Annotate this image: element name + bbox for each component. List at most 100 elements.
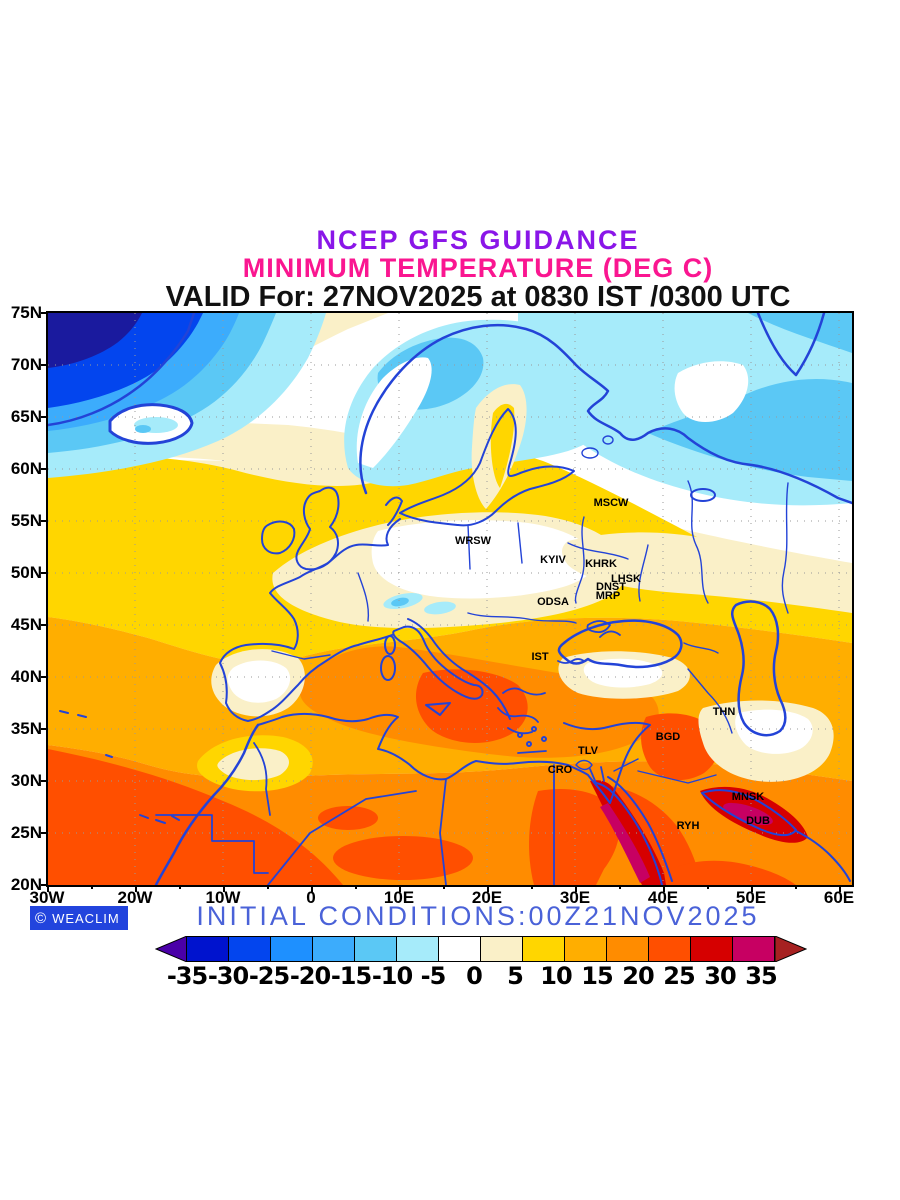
city-label-lhsk: LHSK (611, 573, 641, 585)
colorbar-tick--35: -35 (166, 962, 208, 990)
lon-tick-label-20e: 20E (471, 888, 503, 907)
colorbar-cell-13 (732, 936, 775, 962)
lat-tick-label-75n: 75N (10, 303, 42, 322)
colorbar-cell-5 (396, 936, 439, 962)
city-label-bgd: BGD (655, 731, 681, 743)
city-label-odsa: ODSA (537, 596, 569, 608)
lat-tick-mark (41, 520, 48, 522)
lon-tick-label-10w: 10W (205, 888, 241, 907)
lon-tick-label-60e: 60E (823, 888, 855, 907)
lon-tick-mark (179, 885, 181, 889)
colorbar-cell-2 (270, 936, 313, 962)
lat-tick-label-30n: 30N (10, 771, 42, 790)
lat-tick-mark (41, 832, 48, 834)
valid-time-title: VALID For: 27NOV2025 at 0830 IST /0300 U… (165, 281, 791, 313)
city-label-mrp: MRP (595, 590, 621, 602)
lon-tick-mark (443, 885, 445, 889)
lat-tick-mark (41, 728, 48, 730)
colorbar-tick-20: 20 (622, 962, 654, 990)
colorbar-cell-11 (648, 936, 691, 962)
lon-tick-label-0: 0 (306, 888, 316, 907)
colorbar-tick-30: 30 (704, 962, 736, 990)
weaclim-logo: © WEACLIM (30, 906, 128, 930)
colorbar-tick--25: -25 (248, 962, 290, 990)
model-title: NCEP GFS GUIDANCE (316, 225, 640, 255)
lon-tick-label-40e: 40E (647, 888, 679, 907)
city-label-khrk: KHRK (585, 558, 617, 570)
colorbar-tick-25: 25 (663, 962, 695, 990)
colorbar-cell-6 (438, 936, 481, 962)
lon-tick-mark (707, 885, 709, 889)
lon-tick-mark (223, 885, 225, 892)
lon-tick-label-50e: 50E (735, 888, 767, 907)
lat-tick-label-40n: 40N (10, 667, 42, 686)
copyright-icon: © (35, 909, 47, 927)
colorbar-cell-7 (480, 936, 523, 962)
city-label-dnst: DNST (596, 581, 626, 593)
colorbar-tick--20: -20 (289, 962, 331, 990)
colorbar-left-arrow (155, 936, 187, 962)
logo-text: WEACLIM (52, 910, 120, 926)
city-label-cro: CRO (547, 764, 573, 776)
lat-tick-mark (41, 364, 48, 366)
field-title: MINIMUM TEMPERATURE (DEG C) (242, 253, 714, 283)
lat-tick-mark (41, 676, 48, 678)
lon-tick-mark (135, 885, 137, 892)
temperature-map-svg (48, 313, 852, 885)
lon-tick-label-30w: 30W (29, 888, 65, 907)
colorbar-tick--10: -10 (371, 962, 413, 990)
lon-tick-mark (47, 885, 49, 892)
colorbar-cells (186, 936, 775, 962)
colorbar-tick-labels: -35 -30 -25 -20 -15 -10 -5 0 5 10 15 20 25 30 35 (155, 962, 815, 992)
lat-tick-label-70n: 70N (10, 355, 42, 374)
map-frame: MSCW WRSW KYIV KHRK LHSK DNST MRP ODSA IST THN BGD… (46, 311, 854, 887)
lon-tick-mark (751, 885, 753, 892)
colorbar-tick-5: 5 (507, 962, 524, 990)
lon-tick-label-10e: 10E (383, 888, 415, 907)
colorbar-tick-10: 10 (540, 962, 572, 990)
lat-tick-label-60n: 60N (10, 459, 42, 478)
lat-tick-label-25n: 25N (10, 823, 42, 842)
city-label-dub: DUB (746, 815, 770, 827)
lon-tick-label-30e: 30E (559, 888, 591, 907)
lon-tick-mark (311, 885, 313, 892)
colorbar-tick--30: -30 (207, 962, 249, 990)
lon-tick-mark (663, 885, 665, 892)
lat-tick-label-35n: 35N (10, 719, 42, 738)
temperature-colorbar (155, 936, 807, 962)
header: NCEP GFS GUIDANCE MINIMUM TEMPERATURE (D… (48, 226, 900, 312)
lat-tick-label-55n: 55N (10, 511, 42, 530)
lon-tick-mark (619, 885, 621, 889)
lat-tick-label-45n: 45N (10, 615, 42, 634)
lon-tick-mark (267, 885, 269, 889)
city-label-kyiv: KYIV (540, 554, 566, 566)
lon-tick-label-20w: 20W (117, 888, 153, 907)
colorbar-tick-0: 0 (466, 962, 483, 990)
colorbar-cell-12 (690, 936, 733, 962)
lat-tick-mark (41, 468, 48, 470)
lon-tick-mark (795, 885, 797, 889)
lat-tick-mark (41, 416, 48, 418)
lat-tick-mark (41, 312, 48, 314)
lon-tick-mark (355, 885, 357, 889)
lat-tick-label-20n: 20N (10, 875, 42, 894)
city-label-wrsw: WRSW (454, 535, 492, 547)
colorbar-cell-1 (228, 936, 271, 962)
lon-tick-mark (487, 885, 489, 892)
colorbar-cell-4 (354, 936, 397, 962)
colorbar-cell-0 (186, 936, 229, 962)
city-label-mnsk: MNSK (731, 791, 765, 803)
colorbar-cell-10 (606, 936, 649, 962)
city-label-thn: THN (712, 706, 736, 718)
lat-tick-label-50n: 50N (10, 563, 42, 582)
lon-tick-mark (531, 885, 533, 889)
city-label-tlv: TLV (578, 745, 598, 757)
colorbar-cell-8 (522, 936, 565, 962)
city-label-ryh: RYH (676, 820, 700, 832)
lat-tick-mark (41, 780, 48, 782)
lat-tick-label-65n: 65N (10, 407, 42, 426)
lat-tick-mark (41, 624, 48, 626)
lon-tick-mark (839, 885, 841, 892)
colorbar-right-arrow (775, 936, 807, 962)
